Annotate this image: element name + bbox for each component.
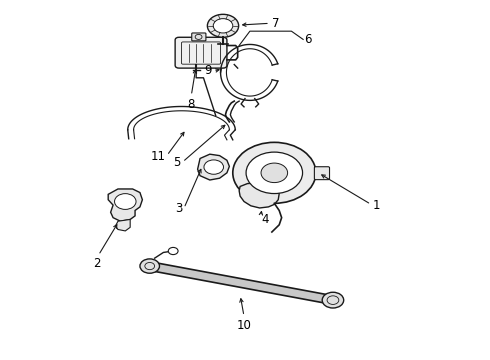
- Polygon shape: [239, 183, 279, 208]
- FancyBboxPatch shape: [315, 167, 330, 180]
- Circle shape: [213, 19, 233, 33]
- Circle shape: [207, 14, 239, 37]
- Polygon shape: [108, 189, 143, 221]
- Circle shape: [233, 142, 316, 203]
- Circle shape: [204, 160, 223, 174]
- Polygon shape: [148, 262, 334, 304]
- Text: 10: 10: [237, 319, 251, 332]
- Text: 1: 1: [373, 199, 381, 212]
- Circle shape: [322, 292, 343, 308]
- FancyBboxPatch shape: [192, 33, 206, 41]
- Text: 7: 7: [272, 17, 279, 30]
- Polygon shape: [116, 220, 130, 231]
- Circle shape: [261, 163, 288, 183]
- Circle shape: [140, 259, 159, 273]
- Text: 5: 5: [173, 156, 180, 169]
- Circle shape: [115, 194, 136, 210]
- Circle shape: [168, 247, 178, 255]
- Text: 11: 11: [151, 150, 166, 163]
- Text: 6: 6: [305, 33, 312, 46]
- Circle shape: [246, 152, 302, 194]
- Polygon shape: [197, 154, 229, 180]
- Text: 9: 9: [204, 64, 212, 77]
- Text: 2: 2: [93, 257, 101, 270]
- Text: 8: 8: [188, 98, 195, 111]
- Text: 3: 3: [175, 202, 182, 215]
- FancyBboxPatch shape: [175, 37, 227, 68]
- Text: 4: 4: [261, 213, 269, 226]
